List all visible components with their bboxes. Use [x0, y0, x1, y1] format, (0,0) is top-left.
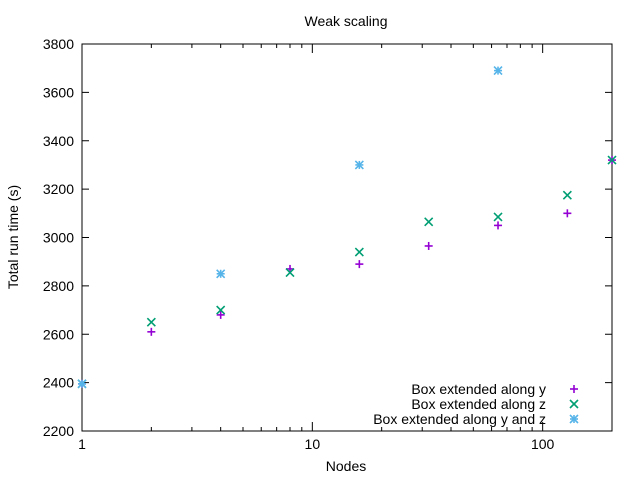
legend-label: Box extended along z: [411, 396, 546, 412]
point-series-1: [494, 221, 503, 230]
point-series-2: [562, 190, 572, 200]
legend-marker: [570, 385, 578, 393]
y-tick-label: 2200: [43, 423, 74, 439]
plot-frame: [81, 43, 613, 432]
y-tick-label: 3400: [43, 133, 74, 149]
x-tick-label: 1: [78, 436, 86, 452]
point-series-3: [77, 379, 87, 389]
legend-marker: [569, 399, 579, 409]
point-series-2: [216, 305, 226, 315]
y-tick-label: 3800: [43, 36, 74, 52]
y-tick-label: 2600: [43, 326, 74, 342]
point-series-1: [424, 241, 433, 250]
legend-label: Box extended along y: [411, 381, 546, 397]
x-tick-label: 100: [531, 436, 555, 452]
y-tick-label: 2800: [43, 278, 74, 294]
data-points: [77, 66, 617, 389]
point-series-2: [607, 155, 617, 165]
point-series-1: [563, 209, 572, 218]
plot-border: [81, 43, 613, 432]
point-series-3: [493, 66, 503, 76]
point-series-3: [216, 269, 226, 279]
chart-title: Weak scaling: [304, 13, 387, 29]
y-tick-label: 2400: [43, 375, 74, 391]
point-series-2: [354, 247, 364, 257]
x-tick-label: 10: [305, 436, 321, 452]
legend-label: Box extended along y and z: [373, 411, 546, 427]
point-series-2: [424, 217, 434, 227]
y-tick-label: 3000: [43, 230, 74, 246]
point-series-1: [355, 260, 364, 269]
axis-ticks: 2200 2400 2600 2800 3000 3200 3400 3600 3800 1 10 1…: [43, 36, 612, 452]
y-tick-label: 3600: [43, 84, 74, 100]
y-tick-label: 3200: [43, 181, 74, 197]
point-series-1: [147, 327, 156, 336]
point-series-3: [354, 160, 364, 170]
point-series-2: [285, 268, 295, 278]
legend-marker: [569, 414, 579, 424]
point-series-2: [146, 317, 156, 327]
x-axis-label: Nodes: [326, 458, 366, 474]
point-series-1: [216, 310, 225, 319]
y-axis-label: Total run time (s): [5, 185, 21, 289]
point-series-2: [493, 212, 503, 222]
